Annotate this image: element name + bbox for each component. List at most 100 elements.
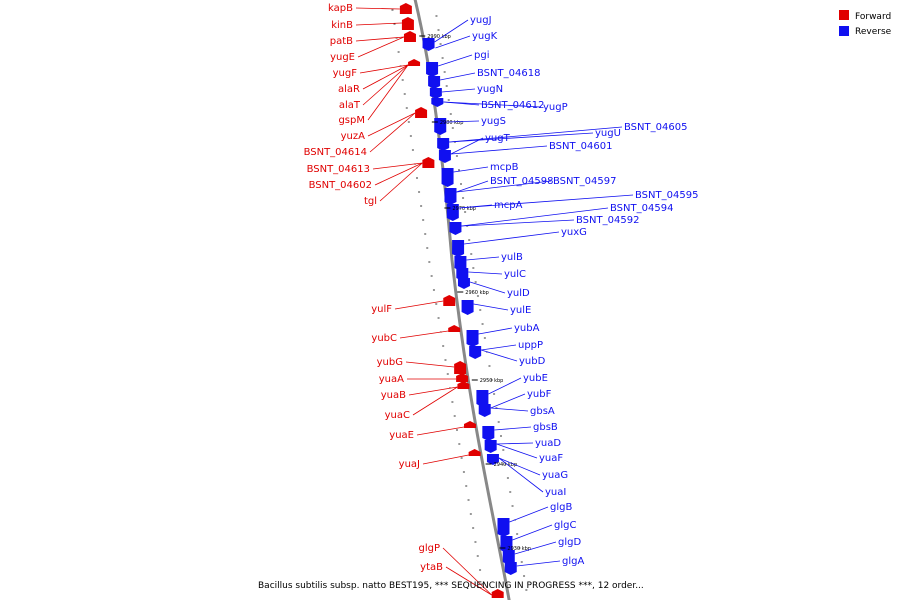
reverse-gene-mark [422, 38, 435, 51]
forward-gene-label: tgl [364, 196, 377, 207]
scale-tick-label: 2930 kbp [507, 546, 531, 552]
reverse-gene-leader [498, 457, 541, 476]
forward-gene-leader [394, 300, 444, 310]
legend-reverse-swatch [839, 26, 849, 36]
forward-gene-leader [412, 386, 458, 416]
reverse-gene-label: yubE [523, 373, 548, 384]
reverse-gene-label: BSNT_04597 [553, 176, 616, 187]
reverse-gene-label: yuaI [545, 487, 566, 498]
forward-gene-label: yubC [371, 333, 397, 344]
reverse-gene-mark [466, 330, 479, 347]
reverse-gene-mark [431, 98, 444, 107]
forward-gene-leader [416, 426, 465, 436]
reverse-gene-leader [466, 256, 500, 261]
forward-gene-leader [359, 64, 409, 74]
forward-gene-leader [445, 566, 492, 596]
reverse-gene-mark [456, 268, 469, 281]
reverse-gene-leader [456, 180, 552, 193]
forward-gene-leader [369, 112, 416, 153]
reverse-gene-leader [441, 88, 476, 93]
reverse-gene-leader [488, 377, 522, 395]
reverse-gene-label: BSNT_04598 [490, 176, 553, 187]
forward-gene-label: alaT [339, 100, 361, 111]
reverse-gene-mark [449, 222, 462, 235]
reverse-gene-label: glgD [558, 537, 581, 548]
reverse-gene-leader [496, 442, 534, 445]
legend-reverse-label: Reverse [855, 27, 892, 37]
forward-gene-mark [456, 373, 469, 382]
forward-gene-label: yuzA [341, 131, 366, 142]
reverse-gene-mark [461, 300, 474, 315]
reverse-gene-label: yugJ [470, 15, 492, 26]
reverse-gene-mark [504, 562, 517, 575]
reverse-gene-mark [469, 346, 482, 359]
scale-tick-label: 2940 kbp [494, 462, 518, 468]
scale-tick-label: 2990 kbp [427, 34, 451, 40]
reverse-gene-label: glgB [550, 502, 572, 513]
reverse-gene-leader [450, 145, 548, 155]
reverse-gene-leader [509, 506, 549, 523]
reverse-gene-leader [446, 120, 480, 123]
scale-tick-label: 2980 kbp [440, 120, 464, 126]
forward-gene-mark [401, 17, 414, 30]
forward-gene-mark [408, 59, 421, 66]
reverse-gene-label: yubA [514, 323, 540, 334]
reverse-gene-label: pgi [474, 50, 489, 61]
reverse-gene-leader [490, 393, 526, 409]
reverse-gene-leader [450, 137, 484, 155]
forward-gene-label: yulF [371, 304, 392, 315]
reverse-gene-label: glgC [554, 520, 576, 531]
forward-gene-label: yugE [330, 52, 355, 63]
reverse-gene-mark [437, 138, 450, 151]
reverse-gene-label: yugK [472, 31, 498, 42]
reverse-gene-leader [449, 126, 623, 143]
reverse-gene-label: uppP [518, 340, 543, 351]
forward-gene-label: yuaJ [399, 459, 420, 470]
reverse-gene-mark [500, 536, 513, 553]
reverse-gene-mark [429, 88, 442, 99]
reverse-gene-leader [494, 426, 532, 431]
reverse-gene-label: yubF [527, 389, 552, 400]
forward-gene-leader [355, 7, 400, 10]
forward-gene-label: BSNT_04613 [307, 164, 370, 175]
reverse-gene-leader [498, 457, 544, 493]
reverse-gene-mark [428, 76, 441, 89]
reverse-gene-mark [457, 278, 470, 289]
forward-gene-leader [355, 22, 402, 26]
forward-gene-leader [399, 330, 449, 339]
reverse-gene-label: yugN [477, 84, 503, 95]
reverse-gene-leader [449, 132, 594, 143]
reverse-gene-leader [437, 54, 473, 67]
reverse-gene-leader [461, 207, 609, 227]
forward-gene-mark [448, 325, 461, 332]
reverse-gene-label: yulC [504, 269, 526, 280]
reverse-gene-label: BSNT_04594 [610, 203, 673, 214]
reverse-gene-mark [426, 62, 439, 77]
forward-gene-mark [415, 107, 428, 118]
reverse-gene-label: yuaF [539, 453, 563, 464]
caption: Bacillus subtilis subsp. natto BEST195, … [258, 581, 644, 591]
reverse-gene-label: gbsA [530, 406, 555, 417]
forward-gene-leader [367, 64, 409, 121]
reverse-gene-mark [454, 256, 467, 271]
forward-gene-mark [443, 295, 456, 306]
forward-gene-leader [362, 64, 409, 106]
reverse-gene-label: yugS [481, 116, 506, 127]
forward-gene-label: kapB [328, 3, 353, 14]
reverse-gene-mark [476, 390, 489, 407]
forward-gene-label: yuaC [385, 410, 410, 421]
forward-gene-leader [357, 36, 405, 58]
reverse-gene-leader [516, 560, 561, 567]
forward-gene-leader [355, 36, 405, 42]
reverse-gene-mark [497, 518, 510, 537]
forward-gene-leader [362, 64, 409, 90]
reverse-gene-label: yubD [519, 356, 546, 367]
reverse-gene-leader [481, 344, 517, 351]
reverse-gene-leader [478, 327, 513, 335]
forward-gene-mark [454, 361, 467, 374]
reverse-gene-mark [486, 454, 499, 465]
reverse-gene-mark [441, 168, 454, 187]
reverse-gene-leader [456, 180, 489, 193]
reverse-gene-leader [468, 271, 503, 275]
